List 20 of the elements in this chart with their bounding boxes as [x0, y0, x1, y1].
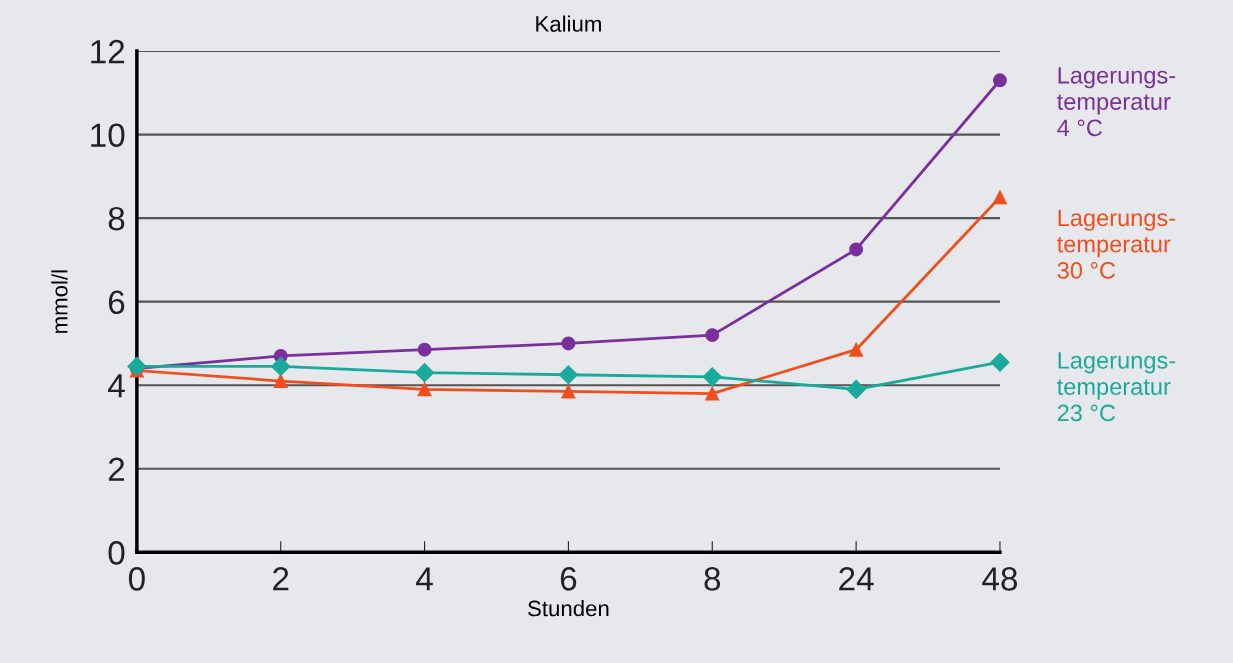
y-tick-label: 8 [108, 206, 125, 231]
text: Lagerungs- temperatur 23 °C [1057, 352, 1176, 422]
y-tick-label: 4 [107, 374, 125, 398]
text: Lagerungs- temperatur 4 °C [1057, 67, 1176, 137]
y-tick-label: 6 [108, 290, 125, 315]
y-axis-title: mmol/l [51, 270, 68, 333]
y-tick-label: 0 [108, 541, 125, 565]
x-tick-label: 4 [416, 567, 433, 591]
y-tick-label: 2 [108, 457, 125, 481]
y-tick-label: 10 [91, 123, 125, 147]
x-tick-label: 24 [839, 567, 874, 591]
y-tick-label: 12 [91, 39, 125, 64]
x-tick-label: 48 [982, 567, 1018, 591]
x-tick-label: 8 [704, 567, 721, 591]
x-tick-label: 2 [273, 567, 289, 591]
x-tick-label: 6 [560, 567, 577, 591]
x-axis-title: Stunden [528, 600, 609, 617]
text: Lagerungs- temperatur 30 °C [1057, 209, 1176, 279]
x-tick-label: 0 [128, 567, 145, 591]
chart-title: Kalium [536, 15, 601, 32]
